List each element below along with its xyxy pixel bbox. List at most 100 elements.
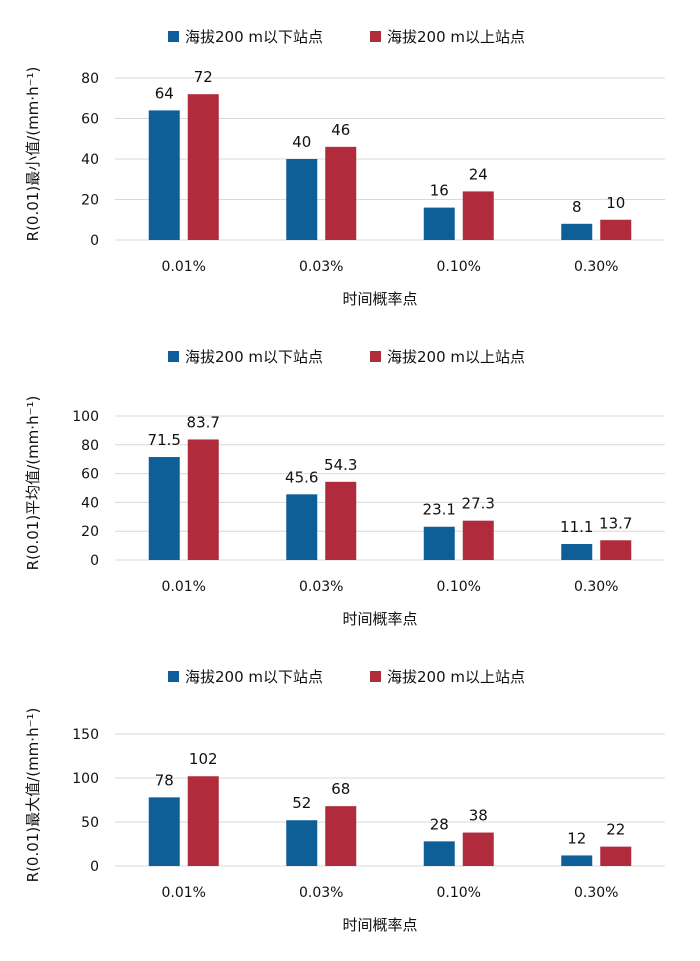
data-label: 8 [572, 198, 582, 216]
x-tick-label: 0.10% [437, 885, 481, 901]
legend-swatch-1 [168, 31, 179, 42]
bar-1-0.10% [423, 207, 455, 240]
bar-1-0.03% [286, 820, 318, 866]
y-tick-label: 60 [81, 467, 99, 483]
bar-2-0.10% [462, 191, 494, 240]
bar-2-0.03% [325, 481, 357, 560]
y-tick-label: 20 [81, 524, 99, 540]
y-tick-label: 100 [72, 771, 99, 787]
bar-2-0.30% [600, 219, 632, 240]
data-label: 23.1 [423, 501, 456, 519]
x-tick-label: 0.30% [574, 885, 618, 901]
data-label: 102 [189, 750, 218, 768]
bar-chart-1: 海拔200 m以下站点 海拔200 m以上站点 0 20 40 60 80 64 72 0.01%… [24, 28, 665, 308]
y-tick-label: 20 [81, 193, 99, 209]
bar-chart-2: 海拔200 m以下站点 海拔200 m以上站点 0 20 40 60 80 100 71.5 83… [24, 348, 665, 628]
data-label: 13.7 [599, 514, 632, 532]
bar-2-0.30% [600, 540, 632, 560]
data-label: 28 [430, 815, 449, 833]
x-axis-title: 时间概率点 [342, 916, 417, 934]
bar-1-0.30% [561, 544, 593, 560]
data-label: 16 [430, 182, 449, 200]
bar-1-0.03% [286, 159, 318, 240]
legend-label-2: 海拔200 m以上站点 [387, 668, 525, 686]
y-tick-label: 60 [81, 112, 99, 128]
data-label: 83.7 [187, 413, 220, 431]
bar-1-0.10% [423, 526, 455, 560]
data-label: 52 [292, 794, 311, 812]
legend: 海拔200 m以下站点 海拔200 m以上站点 [168, 28, 525, 46]
legend-label-2: 海拔200 m以上站点 [387, 348, 525, 366]
x-tick-label: 0.03% [299, 579, 343, 595]
bar-1-0.01% [148, 797, 180, 866]
data-label: 10 [606, 194, 625, 212]
bar-2-0.10% [462, 832, 494, 866]
x-tick-label: 0.30% [574, 259, 618, 275]
bar-1-0.30% [561, 223, 593, 240]
legend-label-1: 海拔200 m以下站点 [185, 28, 323, 46]
bar-2-0.10% [462, 520, 494, 560]
data-label: 64 [155, 84, 174, 102]
bar-1-0.03% [286, 494, 318, 560]
data-label: 54.3 [324, 456, 357, 474]
x-tick-label: 0.01% [162, 885, 206, 901]
legend-label-2: 海拔200 m以上站点 [387, 28, 525, 46]
x-tick-label: 0.03% [299, 259, 343, 275]
bar-2-0.01% [187, 94, 219, 240]
data-label: 38 [469, 807, 488, 825]
data-label: 22 [606, 821, 625, 839]
bar-chart-3: 海拔200 m以下站点 海拔200 m以上站点 0 50 100 150 78 102 0.01… [24, 668, 665, 934]
bar-2-0.03% [325, 806, 357, 866]
x-tick-label: 0.30% [574, 579, 618, 595]
y-tick-label: 100 [72, 409, 99, 425]
bar-1-0.30% [561, 855, 593, 866]
y-tick-label: 0 [90, 553, 99, 569]
y-tick-label: 80 [81, 71, 99, 87]
data-label: 72 [194, 68, 213, 86]
data-label: 46 [331, 121, 350, 139]
bar-1-0.10% [423, 841, 455, 866]
legend-swatch-2 [370, 31, 381, 42]
data-label: 11.1 [560, 518, 593, 536]
y-tick-label: 40 [81, 152, 99, 168]
legend-swatch-2 [370, 351, 381, 362]
legend-swatch-1 [168, 671, 179, 682]
x-tick-label: 0.10% [437, 259, 481, 275]
bar-2-0.01% [187, 776, 219, 866]
x-axis-title: 时间概率点 [342, 610, 417, 628]
x-tick-label: 0.10% [437, 579, 481, 595]
y-tick-label: 50 [81, 815, 99, 831]
legend-swatch-1 [168, 351, 179, 362]
legend: 海拔200 m以下站点 海拔200 m以上站点 [168, 348, 525, 366]
legend-swatch-2 [370, 671, 381, 682]
data-label: 78 [155, 771, 174, 789]
y-tick-label: 80 [81, 438, 99, 454]
bar-2-0.01% [187, 439, 219, 560]
legend: 海拔200 m以下站点 海拔200 m以上站点 [168, 668, 525, 686]
y-tick-label: 0 [90, 233, 99, 249]
data-label: 71.5 [148, 431, 181, 449]
legend-label-1: 海拔200 m以下站点 [185, 668, 323, 686]
y-tick-label: 0 [90, 859, 99, 875]
x-tick-label: 0.01% [162, 579, 206, 595]
data-label: 12 [567, 829, 586, 847]
y-axis-title: R(0.01)最小值/(mm·h⁻¹) [24, 67, 42, 242]
legend-label-1: 海拔200 m以下站点 [185, 348, 323, 366]
x-tick-label: 0.03% [299, 885, 343, 901]
data-label: 45.6 [285, 468, 318, 486]
data-label: 68 [331, 780, 350, 798]
y-tick-label: 40 [81, 495, 99, 511]
bar-1-0.01% [148, 110, 180, 241]
bar-2-0.03% [325, 146, 357, 240]
bar-1-0.01% [148, 457, 180, 560]
data-label: 24 [469, 165, 488, 183]
y-axis-title: R(0.01)平均值/(mm·h⁻¹) [24, 396, 42, 571]
x-tick-label: 0.01% [162, 259, 206, 275]
x-axis-title: 时间概率点 [342, 290, 417, 308]
data-label: 27.3 [462, 495, 495, 513]
y-axis-title: R(0.01)最大值/(mm·h⁻¹) [24, 708, 42, 883]
data-label: 40 [292, 133, 311, 151]
y-tick-label: 150 [72, 727, 99, 743]
bar-2-0.30% [600, 846, 632, 866]
